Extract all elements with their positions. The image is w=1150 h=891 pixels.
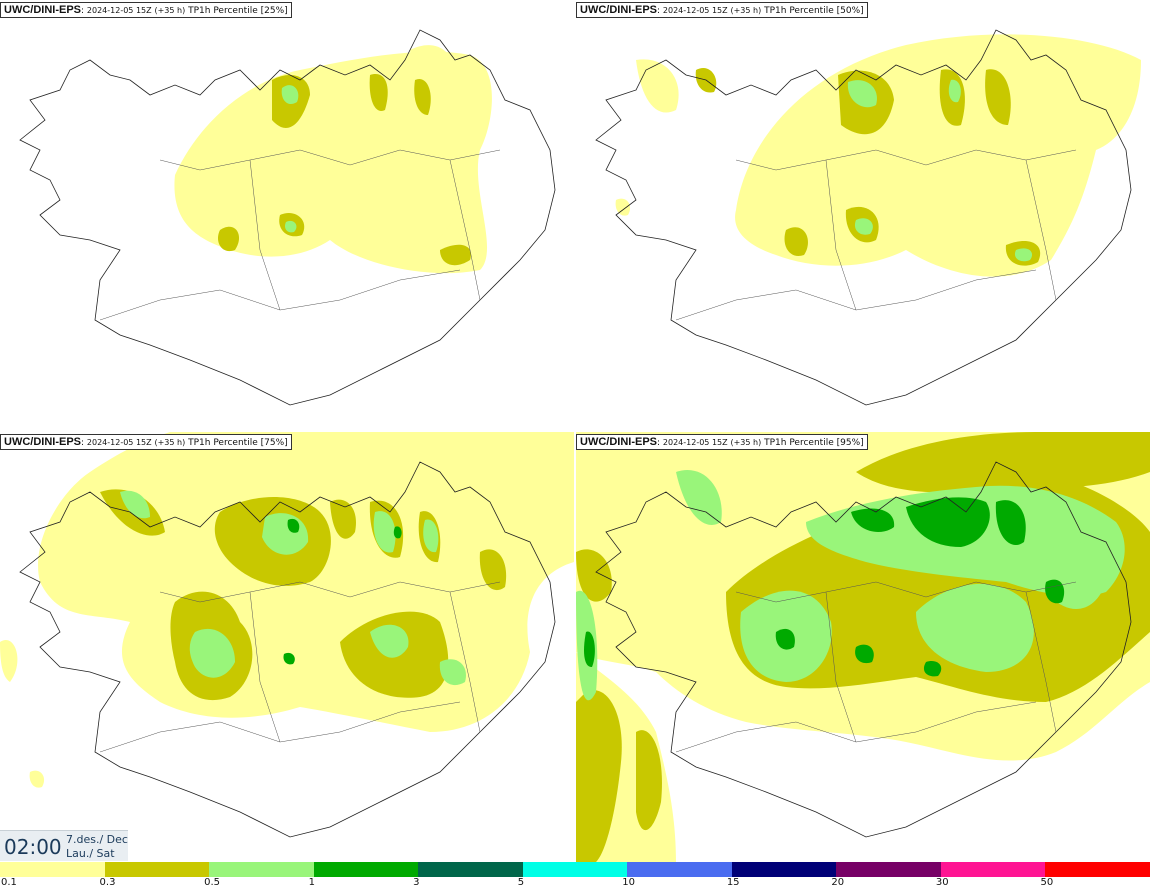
percentile-label: [50%]: [836, 6, 864, 16]
precip-map-p25: [19, 29, 556, 406]
precip-yellow-areas: [0, 432, 574, 788]
legend-color-bin: [313, 862, 420, 877]
model-name: UWC/DINI-EPS: [580, 4, 657, 16]
precip-map-p75: [0, 432, 574, 838]
panel-title-p95: UWC/DINI-EPS: 2024-12-05 15Z (+35 h) TP1…: [576, 434, 868, 450]
run-time: 2024-12-05 15Z: [86, 6, 152, 15]
model-name: UWC/DINI-EPS: [4, 4, 81, 16]
legend-threshold-label: 3: [413, 877, 420, 888]
legend-threshold-label: 0.1: [1, 877, 17, 888]
coastline: [19, 461, 556, 838]
model-name: UWC/DINI-EPS: [580, 436, 657, 448]
precip-yellow-areas: [174, 45, 492, 274]
lead-time: (+35 h): [730, 438, 762, 447]
legend-color-bin: [627, 862, 733, 877]
legend-threshold-label: 30: [935, 877, 949, 888]
coastline: [595, 461, 1132, 838]
panel-title-p75: UWC/DINI-EPS: 2024-12-05 15Z (+35 h) TP1…: [0, 434, 292, 450]
legend-color-bin: [104, 862, 211, 877]
map-panel-p25: UWC/DINI-EPS: 2024-12-05 15Z (+35 h) TP1…: [0, 0, 574, 430]
percentile-label: [25%]: [260, 6, 288, 16]
legend-color-bin: [0, 862, 106, 877]
roads: [675, 581, 1077, 753]
map-panel-p50: UWC/DINI-EPS: 2024-12-05 15Z (+35 h) TP1…: [576, 0, 1150, 430]
lead-time: (+35 h): [154, 438, 186, 447]
legend-threshold-label: 20: [831, 877, 845, 888]
precip-green-areas: [584, 497, 1065, 677]
panel-title-p50: UWC/DINI-EPS: 2024-12-05 15Z (+35 h) TP1…: [576, 2, 868, 18]
valid-weekday: Lau./ Sat: [66, 847, 115, 860]
coastline: [595, 29, 1132, 406]
precip-green-areas: [283, 518, 402, 665]
roads: [99, 581, 501, 753]
legend-threshold-label: 0.3: [99, 877, 116, 888]
legend-threshold-label: 10: [622, 877, 635, 888]
run-time: 2024-12-05 15Z: [662, 6, 728, 15]
lead-time: (+35 h): [154, 6, 186, 15]
legend-color-bin: [836, 862, 942, 877]
precip-map-p95: [576, 432, 1150, 862]
roads: [675, 149, 1077, 321]
run-time: 2024-12-05 15Z: [86, 438, 152, 447]
product-name: TP1h Percentile: [188, 438, 258, 448]
panel-title-p25: UWC/DINI-EPS: 2024-12-05 15Z (+35 h) TP1…: [0, 2, 292, 18]
legend-color-bin: [209, 862, 315, 877]
run-time: 2024-12-05 15Z: [662, 438, 728, 447]
valid-time: 02:00: [4, 835, 62, 859]
product-name: TP1h Percentile: [188, 6, 258, 16]
model-name: UWC/DINI-EPS: [4, 436, 81, 448]
legend-color-bin: [940, 862, 1047, 877]
product-name: TP1h Percentile: [764, 6, 834, 16]
legend-threshold-label: 5: [517, 877, 525, 888]
precip-lightgreen-areas: [281, 85, 299, 233]
map-panel-p95: UWC/DINI-EPS: 2024-12-05 15Z (+35 h) TP1…: [576, 432, 1150, 862]
product-name: TP1h Percentile: [764, 438, 834, 448]
percentile-label: [75%]: [260, 438, 288, 448]
lead-time: (+35 h): [730, 6, 762, 15]
precip-yellow-areas: [615, 34, 1141, 277]
legend-color-bin: [418, 862, 524, 877]
legend-color-bin: [522, 862, 629, 877]
coastline: [19, 29, 556, 406]
legend-threshold-label: 0.5: [204, 877, 220, 888]
legend-color-bin: [731, 862, 838, 877]
percentile-label: [95%]: [836, 438, 864, 448]
legend-threshold-label: 1: [308, 877, 315, 888]
map-panel-p75: UWC/DINI-EPS: 2024-12-05 15Z (+35 h) TP1…: [0, 432, 574, 862]
legend-color-bin: [1045, 862, 1150, 877]
valid-date: 7.des./ Dec: [66, 833, 128, 846]
legend-threshold-label: 50: [1040, 877, 1054, 888]
valid-time-box: 02:00 7.des./ Dec Lau./ Sat: [0, 830, 128, 861]
roads: [99, 149, 501, 321]
precip-map-p50: [595, 29, 1141, 406]
precip-lightgreen-areas: [847, 79, 1033, 262]
legend-threshold-label: 15: [726, 877, 740, 888]
precip-color-legend: 0.1 0.3 0.5 1 3 5 10 15 20 30 50: [0, 862, 1150, 891]
